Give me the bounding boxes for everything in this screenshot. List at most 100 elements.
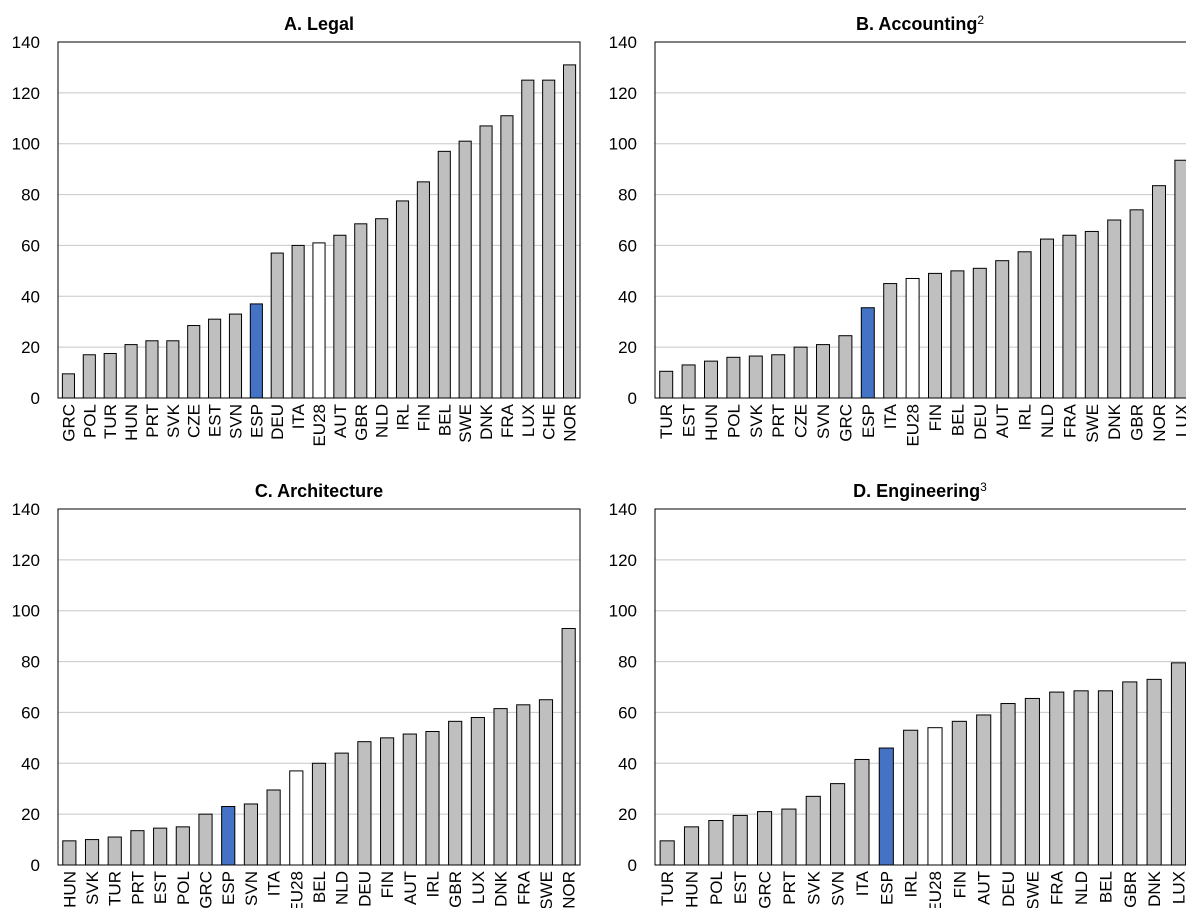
x-tick-label: EST [731,871,750,904]
bar-bel [1097,690,1113,866]
bar-deu [357,741,372,866]
bar-pol [726,356,741,399]
bar-lux [1170,662,1186,866]
x-tick-label: EU28 [287,871,306,908]
y-tick-label: 20 [618,805,637,824]
bar-deu [972,267,987,399]
x-tick-label: TUR [106,871,125,906]
bar-bel [950,270,965,399]
bar-irl [1017,251,1032,399]
x-tick-label: EST [151,871,170,904]
plot-frame [654,41,1186,399]
bar-tur [107,836,122,866]
x-tick-label: NOR [1150,404,1169,442]
chart-panel-1: A. Legal 0 20 40 60 80 100 120 140 GRC POL TUR HUN PR… [12,14,581,447]
x-tick-label: POL [724,404,743,438]
x-tick-label: HUN [702,404,721,441]
y-tick-label: 140 [12,33,40,52]
bar-est [208,318,222,399]
x-tick-label: FIN [950,871,969,898]
x-tick-label: NOR [560,871,579,908]
x-tick-label: GBR [1128,404,1147,441]
bar-eu28 [905,277,920,399]
bar-prt [781,808,797,866]
x-tick-label: GBR [1121,871,1140,908]
bar-cze [793,346,808,399]
x-tick-label: BEL [1096,871,1115,903]
x-tick-label: DEU [971,404,990,440]
x-tick-label: SWE [1023,871,1042,908]
bar-ita [883,283,898,399]
bar-hun [704,360,718,399]
bar-svn [243,803,258,866]
bar-hun [62,840,77,866]
y-tick-label: 60 [618,236,637,255]
x-tick-label: FRA [498,403,517,438]
x-tick-label: EU28 [904,404,923,447]
y-tick-label: 80 [618,653,637,672]
y-tick-label: 140 [609,33,637,52]
bar-dnk [1146,678,1162,866]
bar-svk [748,355,763,399]
x-tick-label: EST [206,404,225,437]
x-tick-label: FIN [926,404,945,431]
x-tick-label: EST [680,404,699,437]
x-tick-label: GBR [446,871,465,908]
chart-title: D. Engineering3 [853,480,987,501]
x-tick-label: AUT [993,404,1012,438]
bar-cze [187,325,201,399]
bar-nld [1073,690,1089,866]
bar-svn [830,783,846,866]
bar-fra [1049,691,1065,866]
y-tick-label: 120 [609,84,637,103]
bar-pol [82,354,96,399]
x-tick-label: NLD [333,871,352,905]
bar-aut [995,260,1010,399]
x-tick-label: IRL [1016,404,1035,430]
bar-eu28 [312,242,326,399]
x-tick-label: DEU [355,871,374,907]
bar-prt [771,354,786,399]
bar-fin [416,181,430,399]
chart-panel-2: B. Accounting2 0 20 40 60 80 100 120 140 TUR EST HU… [609,13,1186,447]
bar-nor [563,64,577,399]
x-tick-label: DNK [1105,403,1124,440]
x-tick-label: ITA [881,403,900,429]
bar-swe [538,699,554,866]
x-tick-label: ESP [877,871,896,905]
y-tick-label: 100 [609,602,637,621]
bar-irl [395,200,410,399]
title-superscript: 2 [977,13,984,27]
bar-grc [198,813,213,866]
x-tick-label: SVN [814,404,833,439]
bar-grc [838,335,853,399]
y-tick-label: 60 [21,236,40,255]
bar-dnk [1107,219,1122,399]
bar-est [681,364,696,399]
y-tick-label: 0 [31,856,40,875]
x-tick-label: POL [80,404,99,438]
bar-esp [878,747,894,866]
x-tick-label: PRT [128,871,147,905]
bar-irl [903,729,919,866]
x-tick-label: POL [174,871,193,905]
y-tick-label: 40 [21,754,40,773]
bar-aut [976,714,992,866]
x-tick-label: SWE [537,871,556,908]
bar-eu28 [289,770,304,866]
bar-prt [145,340,159,399]
bar-fra [516,704,531,866]
x-tick-label: LUX [1169,871,1186,904]
x-tick-label: TUR [658,871,677,906]
x-tick-label: NOR [561,404,580,442]
x-tick-label: AUT [975,871,994,905]
bar-ita [266,789,281,866]
chart-title: A. Legal [284,14,354,34]
x-tick-label: DNK [1145,870,1164,907]
x-tick-label: PRT [769,404,788,438]
bar-lux [470,717,485,866]
bar-svn [228,313,243,399]
x-tick-label: HUN [122,404,141,441]
x-tick-label: FIN [414,404,433,431]
x-tick-label: ESP [219,871,238,905]
